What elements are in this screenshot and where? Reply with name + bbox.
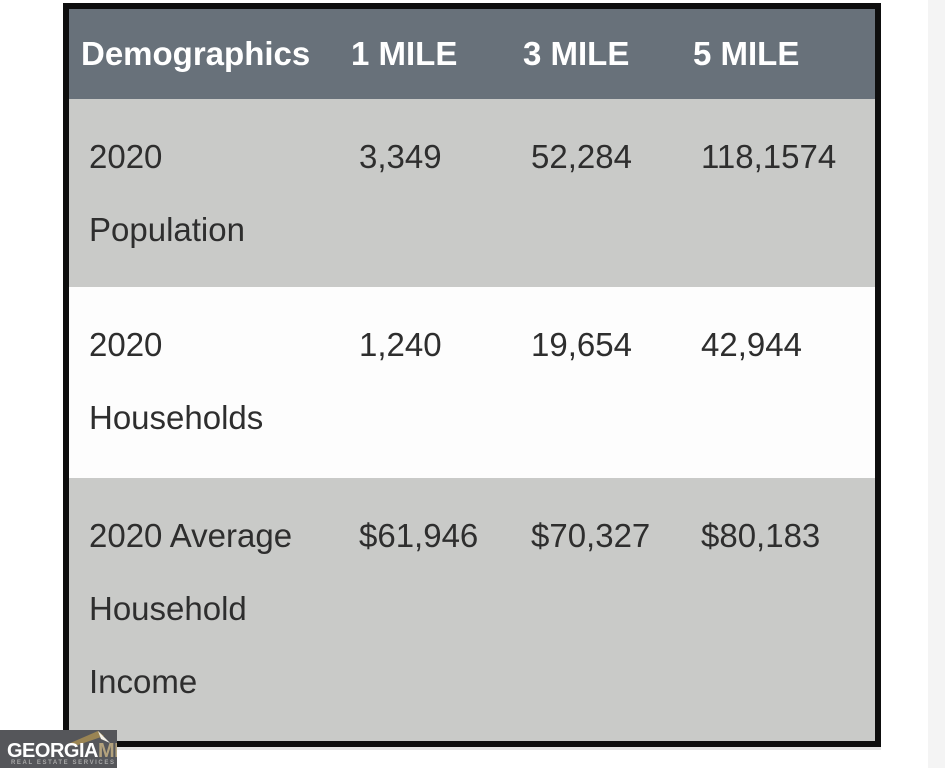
roof-icon — [68, 731, 110, 746]
row-label-line: 2020 — [89, 326, 163, 363]
row-label-line: 2020 Average — [89, 517, 293, 554]
row-label-households: 2020 Households — [69, 287, 339, 478]
demographics-table: Demographics 1 MILE 3 MILE 5 MILE 2020 P… — [63, 3, 881, 747]
population-1-mile-value: 3,349 — [359, 138, 442, 175]
column-header-5-mile: 5 MILE — [693, 35, 800, 72]
row-label-line: 2020 — [89, 138, 163, 175]
row-label-line: Household — [89, 590, 247, 627]
row-label-population: 2020 Population — [69, 99, 339, 287]
households-1-mile-value: 1,240 — [359, 326, 442, 363]
table-row-population: 2020 Population 3,349 52,284 118,1574 — [69, 99, 875, 287]
population-3-mile-value: 52,284 — [531, 138, 632, 175]
logo-brand: GEORGIAMLS — [7, 741, 117, 761]
households-3-mile-value: 19,654 — [531, 326, 632, 363]
households-5-mile-value: 42,944 — [701, 326, 802, 363]
population-5-mile-value: 118,1574 — [701, 138, 837, 175]
column-header-3-mile: 3 MILE — [523, 35, 630, 72]
column-header-1-mile: 1 MILE — [351, 35, 458, 72]
right-edge-strip — [928, 0, 945, 768]
logo-tagline: REAL ESTATE SERVICES — [11, 760, 116, 766]
logo-georgia-text: GEORGIA — [7, 740, 98, 762]
row-label-avg-household-income: 2020 Average Household Income — [69, 478, 339, 741]
table-header-row: Demographics 1 MILE 3 MILE 5 MILE — [69, 9, 875, 99]
georgia-mls-logo: GEORGIAMLS REAL ESTATE SERVICES — [0, 730, 117, 768]
column-header-demographics: Demographics — [81, 35, 311, 72]
table-row-households: 2020 Households 1,240 19,654 42,944 — [69, 287, 875, 478]
row-label-line: Income — [89, 663, 198, 700]
income-5-mile-value: $80,183 — [701, 517, 821, 554]
row-label-line: Households — [89, 399, 264, 436]
income-1-mile-value: $61,946 — [359, 517, 479, 554]
row-label-line: Population — [89, 211, 245, 248]
income-3-mile-value: $70,327 — [531, 517, 651, 554]
logo-mls-text: MLS — [97, 740, 117, 762]
table-row-avg-household-income: 2020 Average Household Income $61,946 $7… — [69, 478, 875, 741]
